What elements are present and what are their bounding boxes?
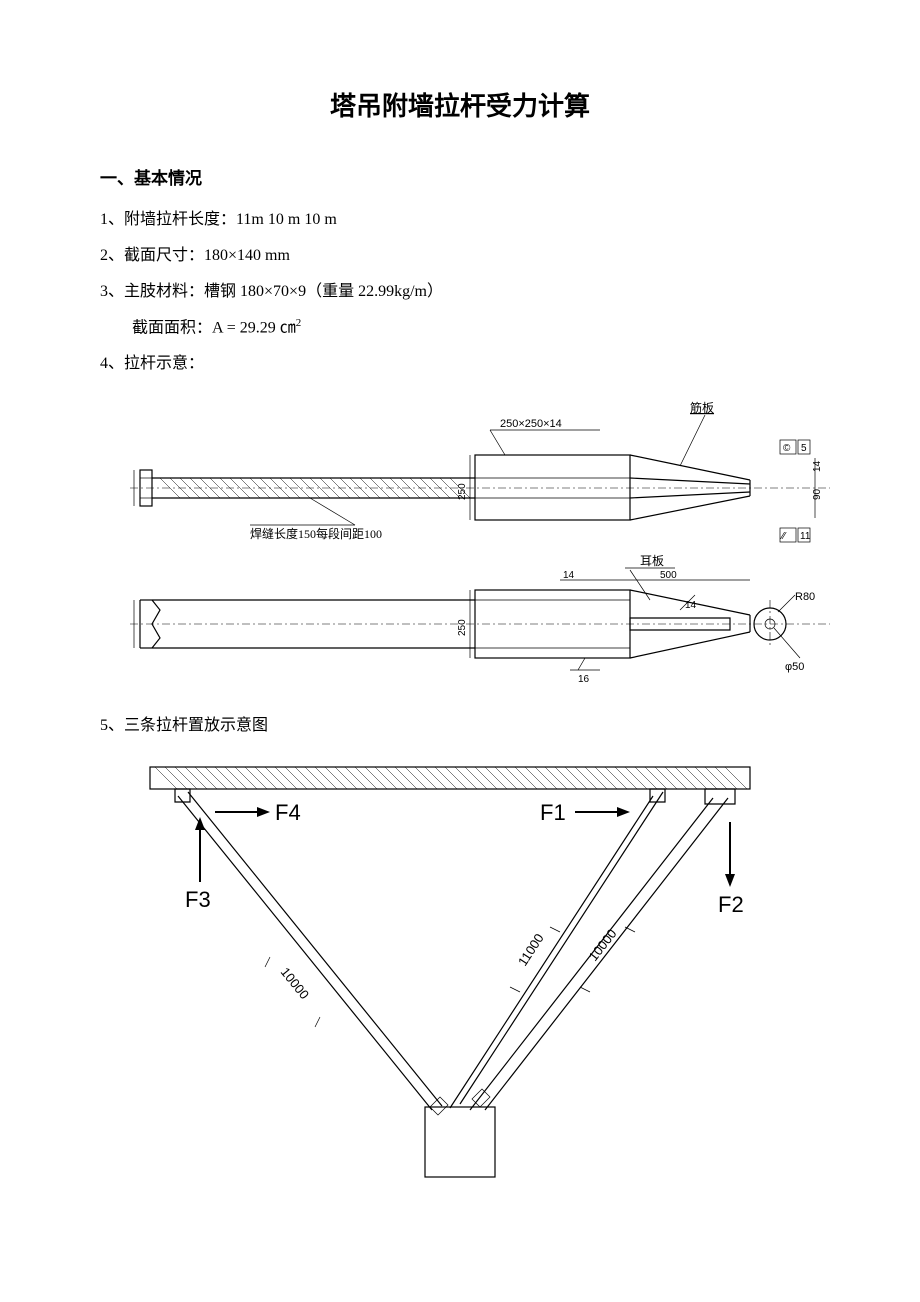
item1-prefix: 1、附墙拉杆长度： bbox=[100, 211, 236, 228]
item2-val: 180×140 mm bbox=[204, 247, 290, 264]
label-f4: F4 bbox=[275, 800, 301, 825]
dim-16: 16 bbox=[578, 674, 590, 685]
dim-90: 90 bbox=[812, 489, 823, 501]
dim-180: 180 bbox=[130, 615, 133, 632]
dim-14r: 14 bbox=[812, 461, 823, 473]
item3-sub-prefix: 截面面积： bbox=[132, 319, 212, 336]
page-title: 塔吊附墙拉杆受力计算 bbox=[100, 80, 820, 132]
item-4: 4、拉杆示意： bbox=[100, 348, 820, 380]
len-10000-left: 10000 bbox=[278, 965, 312, 1003]
len-11000: 11000 bbox=[515, 931, 547, 969]
dim-250x250x14: 250×250×14 bbox=[500, 418, 562, 430]
sym-11: 11 bbox=[800, 531, 811, 542]
item3-sub-sup: 2 bbox=[296, 317, 302, 329]
label-f3: F3 bbox=[185, 887, 211, 912]
figure-1: 140 焊缝长度150每段间距 bbox=[130, 400, 820, 690]
item1-val: 11m 10 m 10 m bbox=[236, 211, 337, 228]
dim-250-bot: 250 bbox=[457, 619, 468, 636]
item-3: 3、主肢材料：槽钢 180×70×9（重量 22.99kg/m） bbox=[100, 276, 820, 308]
item2-prefix: 2、截面尺寸： bbox=[100, 247, 204, 264]
item-3-sub: 截面面积：A = 29.29 ㎝2 bbox=[132, 312, 820, 344]
dim-140: 140 bbox=[130, 479, 133, 496]
label-r80: R80 bbox=[795, 591, 815, 603]
dim-phi50: φ50 bbox=[785, 661, 804, 673]
item3-prefix: 3、主肢材料： bbox=[100, 283, 204, 300]
item3-sub-val: A = 29.29 ㎝ bbox=[212, 319, 296, 336]
dim-14-e: 14 bbox=[685, 600, 697, 611]
label-f1: F1 bbox=[540, 800, 566, 825]
item-1: 1、附墙拉杆长度：11m 10 m 10 m bbox=[100, 204, 820, 236]
label-f2: F2 bbox=[718, 892, 744, 917]
sym-5: 5 bbox=[801, 443, 807, 454]
dim-14-t: 14 bbox=[563, 570, 575, 581]
figure-2: F3 F4 F1 F2 10000 11000 10000 bbox=[130, 762, 820, 1192]
weld-note: 焊缝长度150每段间距100 bbox=[250, 526, 382, 541]
item-2: 2、截面尺寸：180×140 mm bbox=[100, 240, 820, 272]
dim-250-top: 250 bbox=[457, 483, 468, 500]
section-heading: 一、基本情况 bbox=[100, 162, 820, 196]
item3-val: 槽钢 180×70×9（重量 22.99kg/m） bbox=[204, 283, 443, 300]
dim-500: 500 bbox=[660, 570, 677, 581]
sym-circles: © bbox=[783, 443, 791, 454]
item-5: 5、三条拉杆置放示意图 bbox=[100, 710, 820, 742]
label-erban: 耳板 bbox=[640, 554, 664, 568]
label-jinban: 筋板 bbox=[690, 400, 714, 415]
